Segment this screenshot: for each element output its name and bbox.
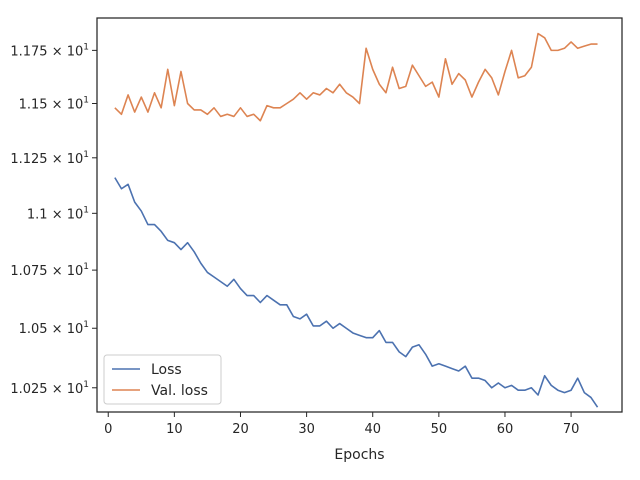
x-tick-label: 20 <box>232 422 249 437</box>
legend-label-loss: Loss <box>151 362 182 378</box>
x-tick-label: 70 <box>563 422 580 437</box>
y-tick-label: 1.1 × 101 <box>27 205 89 222</box>
legend: Loss Val. loss <box>104 355 221 404</box>
x-tick-label: 10 <box>166 422 183 437</box>
x-tick-label: 50 <box>431 422 448 437</box>
y-tick-label: 1.15 × 101 <box>19 96 89 113</box>
x-axis-label: Epochs <box>334 447 384 463</box>
x-tick-label: 40 <box>364 422 381 437</box>
y-tick-label: 1.025 × 101 <box>10 380 89 397</box>
x-tick-label: 0 <box>104 422 112 437</box>
y-tick-label: 1.125 × 101 <box>10 150 89 167</box>
x-tick-label: 30 <box>298 422 315 437</box>
y-tick-label: 1.05 × 101 <box>19 320 89 337</box>
legend-label-val-loss: Val. loss <box>151 383 208 399</box>
x-tick-label: 60 <box>497 422 514 437</box>
y-tick-label: 1.075 × 101 <box>10 262 89 279</box>
y-tick-label: 1.175 × 101 <box>10 42 89 59</box>
